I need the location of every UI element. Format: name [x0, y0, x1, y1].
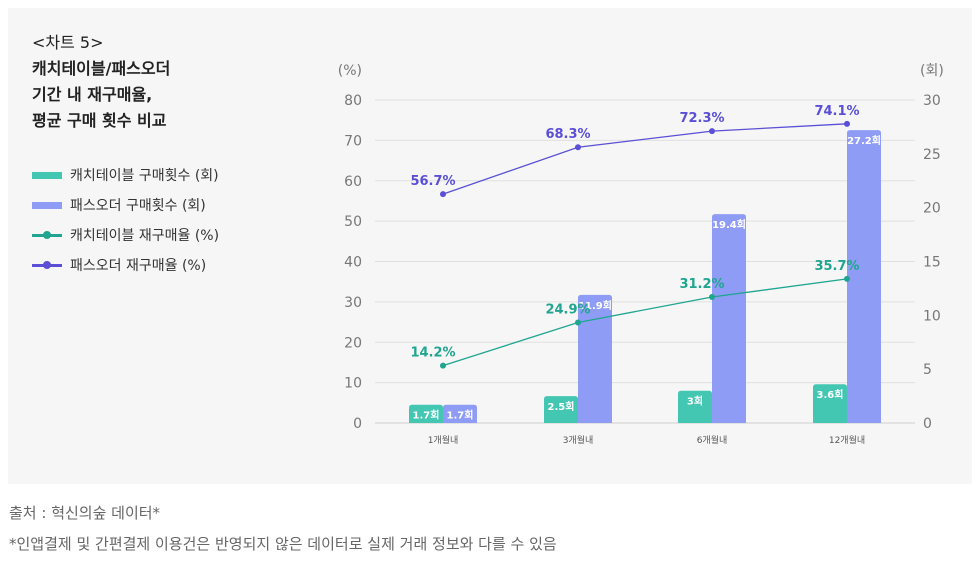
x-tick-label: 12개월내	[829, 434, 865, 446]
y-right-tick-label: 25	[923, 147, 941, 163]
line-data-label: 74.1%	[814, 104, 859, 119]
line-data-label: 72.3%	[679, 111, 724, 126]
y-left-tick-label: 60	[344, 174, 362, 190]
bar	[443, 404, 477, 423]
y-right-tick-label: 20	[923, 201, 941, 217]
y-left-tick-label: 80	[344, 93, 362, 109]
y-left-tick-label: 50	[344, 214, 362, 230]
y-left-unit-label: (%)	[338, 63, 362, 79]
line-data-label: 56.7%	[410, 174, 455, 189]
legend-item-catchtable-count: 캐치테이블 구매횟수 (회)	[32, 160, 219, 190]
series-line	[442, 123, 848, 195]
bar	[409, 404, 443, 423]
line-data-label: 35.7%	[814, 259, 859, 274]
line-data-label: 24.9%	[545, 302, 590, 317]
bar-data-label: 19.4회	[712, 218, 746, 231]
y-left-tick-label: 0	[353, 416, 362, 432]
y-right-unit-label: (회)	[920, 63, 944, 79]
line-data-label: 68.3%	[545, 127, 590, 142]
chart-number: <차트 5>	[32, 33, 104, 52]
bar	[847, 130, 881, 423]
bar-data-label: 1.7회	[447, 409, 474, 422]
bar	[712, 214, 746, 423]
bar	[578, 294, 612, 423]
legend-item-passorder-rate: 패스오더 재구매율 (%)	[32, 250, 219, 280]
bar	[544, 396, 578, 423]
y-right-tick-label: 10	[923, 308, 941, 324]
legend-item-passorder-count: 패스오더 구매횟수 (회)	[32, 190, 219, 220]
series-line	[442, 278, 848, 367]
legend-label: 캐치테이블 구매횟수 (회)	[70, 168, 219, 184]
line-point	[575, 144, 581, 151]
legend-label: 패스오더 재구매율 (%)	[70, 258, 207, 274]
bar-data-label: 3회	[687, 395, 703, 408]
bar-data-label: 27.2회	[847, 134, 881, 147]
line-point	[440, 362, 446, 369]
legend-swatch-line-icon	[32, 260, 62, 269]
y-left-tick-label: 10	[344, 376, 362, 392]
footnote-text: *인앱결제 및 간편결제 이용건은 반영되지 않은 데이터로 실제 거래 정보와…	[9, 535, 557, 553]
y-left-tick-label: 20	[344, 335, 362, 351]
line-data-label: 14.2%	[410, 346, 455, 361]
line-point	[709, 294, 715, 301]
chart-legend: 캐치테이블 구매횟수 (회) 패스오더 구매횟수 (회) 캐치테이블 재구매율 …	[32, 160, 219, 280]
line-point	[844, 275, 850, 282]
y-right-tick-label: 15	[923, 255, 941, 271]
title-line-3: 평균 구매 횟수 비교	[32, 111, 167, 130]
x-tick-label: 3개월내	[563, 434, 594, 446]
bar-data-label: 3.6회	[817, 388, 844, 401]
legend-label: 패스오더 구매횟수 (회)	[70, 198, 206, 214]
bar-data-label: 11.9회	[578, 299, 612, 312]
y-left-tick-label: 70	[344, 133, 362, 149]
chart-title: <차트 5> 캐치테이블/패스오더 기간 내 재구매율, 평균 구매 횟수 비교	[32, 30, 170, 134]
title-line-2: 기간 내 재구매율,	[32, 85, 153, 104]
y-left-tick-label: 30	[344, 295, 362, 311]
y-right-tick-label: 5	[923, 362, 932, 378]
line-point	[575, 319, 581, 326]
title-line-1: 캐치테이블/패스오더	[32, 59, 171, 78]
line-point	[844, 120, 850, 127]
bar	[678, 390, 712, 423]
legend-swatch-bar-icon	[32, 201, 62, 209]
y-left-tick-label: 40	[344, 255, 362, 271]
legend-swatch-line-icon	[32, 230, 62, 239]
x-tick-label: 6개월내	[697, 434, 728, 446]
y-right-tick-label: 30	[923, 93, 941, 109]
bar-data-label: 2.5회	[548, 400, 575, 413]
line-point	[440, 191, 446, 198]
legend-swatch-bar-icon	[32, 171, 62, 179]
line-data-label: 31.2%	[679, 277, 724, 292]
bar	[813, 384, 847, 423]
bar-data-label: 1.7회	[413, 409, 440, 422]
legend-item-catchtable-rate: 캐치테이블 재구매율 (%)	[32, 220, 219, 250]
y-right-tick-label: 0	[923, 416, 932, 432]
chart-panel: <차트 5> 캐치테이블/패스오더 기간 내 재구매율, 평균 구매 횟수 비교…	[8, 8, 972, 484]
source-text: 출처 : 혁신의숲 데이터*	[9, 504, 161, 522]
x-tick-label: 1개월내	[428, 434, 459, 446]
legend-label: 캐치테이블 재구매율 (%)	[70, 228, 220, 244]
line-point	[709, 128, 715, 135]
